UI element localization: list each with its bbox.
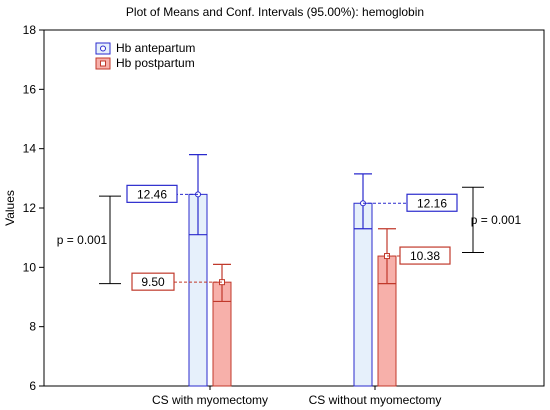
y-tick-label: 8 [29, 320, 36, 334]
legend-marker [100, 45, 106, 52]
legend-marker [100, 60, 106, 67]
legend-label: Hb postpartum [116, 56, 195, 70]
y-tick-label: 18 [23, 23, 37, 37]
value-label: 9.50 [141, 275, 165, 289]
p-value-label: p = 0.001 [57, 233, 108, 247]
value-label: 10.38 [410, 249, 440, 263]
y-axis-label: Values [3, 190, 17, 226]
x-tick-label: CS without myomectomy [309, 393, 442, 407]
bars: 12.46 12.16 9.50 10.38 [126, 154, 458, 387]
bar [353, 202, 373, 387]
value-box [406, 193, 458, 212]
y-tick-label: 10 [23, 260, 37, 274]
y-tick-label: 16 [23, 82, 37, 96]
legend-label: Hb antepartum [116, 41, 195, 55]
value-box [126, 184, 178, 203]
y-tick-label: 6 [29, 379, 36, 393]
chart-title: Plot of Means and Conf. Intervals (95.00… [126, 5, 424, 19]
value-box [399, 246, 451, 265]
y-axis: 6 8 10 12 14 16 18 [23, 23, 44, 393]
y-tick-label: 14 [23, 142, 37, 156]
p-value-label: p = 0.001 [471, 213, 522, 227]
x-axis: CS with myomectomy CS without myomectomy [152, 386, 441, 407]
plot-area [43, 29, 545, 387]
annotations: p = 0.001 p = 0.001 [57, 186, 522, 285]
x-tick-label: CS with myomectomy [152, 393, 268, 407]
value-box [131, 272, 175, 291]
value-label: 12.46 [137, 187, 167, 201]
value-label: 12.16 [417, 196, 447, 210]
y-tick-label: 12 [23, 201, 37, 215]
